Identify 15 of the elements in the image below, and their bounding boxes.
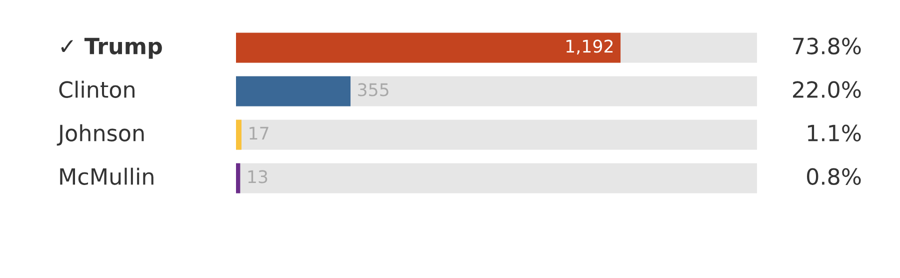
- bar: [236, 163, 240, 194]
- y-tick-label: McMullin: [60, 168, 154, 185]
- data-label: 355: [358, 83, 388, 96]
- text: 1.1%: [808, 124, 861, 142]
- data-label: 17: [250, 126, 268, 140]
- bar: [236, 76, 351, 106]
- y-tick-label: Johnson: [56, 124, 144, 146]
- text: 73.8%: [793, 38, 861, 54]
- text: 22.0%: [793, 81, 861, 98]
- bar: [236, 120, 242, 150]
- text: 0.8%: [807, 168, 861, 185]
- y-tick-label: Clinton: [59, 80, 134, 98]
- data-label: 1,192: [566, 40, 613, 55]
- y-tick-label: ✓ Trump: [61, 38, 162, 59]
- data-label: 13: [248, 170, 268, 184]
